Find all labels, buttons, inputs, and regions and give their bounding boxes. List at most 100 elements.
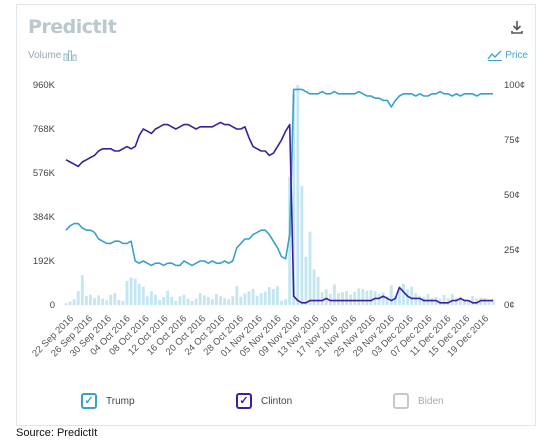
left-axis-tick-label: 192K (33, 256, 56, 267)
volume-bar (231, 296, 235, 305)
series-line-trump (65, 88, 493, 267)
right-axis-tick-label: 75¢ (504, 135, 520, 146)
legend-item-biden[interactable]: Biden (393, 393, 444, 409)
volume-bar (154, 294, 157, 305)
volume-bar (332, 284, 336, 305)
volume-bar (288, 176, 292, 305)
volume-bar (324, 289, 328, 305)
volume-bar (121, 300, 125, 305)
volume-bar (393, 295, 397, 305)
volume-bar (292, 94, 296, 306)
volume-bar (97, 295, 100, 305)
volume-bar (174, 300, 178, 305)
volume-bar (308, 231, 312, 305)
volume-bar (337, 293, 340, 305)
volume-bar (276, 286, 279, 305)
volume-bar (170, 296, 174, 305)
volume-bar (239, 296, 243, 305)
volume-bar (206, 296, 210, 305)
volume-label: Volume (28, 50, 62, 61)
volume-bar (178, 296, 182, 305)
checkbox-icon[interactable]: ✓ (236, 393, 252, 409)
volume-bar (377, 294, 381, 305)
volume-bar (198, 293, 202, 305)
volume-bar (105, 300, 109, 305)
volume-bar (491, 299, 495, 305)
volume-bar (243, 293, 247, 305)
volume-bar (235, 286, 239, 305)
volume-bar (247, 291, 251, 305)
legend: ✓ Trump ✓ Clinton Biden (17, 393, 537, 417)
price-label: Price (505, 50, 528, 61)
checkbox-icon[interactable] (393, 393, 409, 409)
legend-item-clinton[interactable]: ✓ Clinton (236, 393, 292, 409)
volume-bar (381, 292, 385, 305)
volume-bar (402, 283, 405, 305)
volume-bar (149, 291, 153, 305)
source-note: Source: PredictIt (16, 427, 98, 439)
volume-bar (125, 280, 129, 305)
volume-bar (113, 293, 117, 305)
volume-bar (84, 295, 88, 305)
volume-bar (68, 301, 72, 305)
checkbox-icon[interactable]: ✓ (81, 393, 97, 409)
volume-bar (430, 298, 434, 305)
volume-bar (158, 299, 161, 305)
volume-toggle[interactable]: Volume (28, 50, 78, 61)
volume-bar (190, 300, 194, 305)
volume-bar (312, 269, 316, 305)
volume-bar (426, 294, 430, 305)
volume-bar (328, 294, 332, 305)
volume-bar (141, 286, 145, 305)
volume-bar (389, 285, 393, 305)
volume-bar (341, 292, 344, 305)
volume-bar (463, 299, 466, 305)
volume-bar (109, 294, 113, 305)
volume-bar (459, 296, 462, 305)
volume-bar (129, 277, 133, 305)
volume-bar (280, 300, 283, 305)
volume-bar (72, 299, 76, 305)
volume-bar (450, 294, 454, 305)
volume-bar (345, 291, 349, 305)
volume-bar (223, 298, 227, 305)
left-axis-tick-label: 768K (33, 124, 56, 135)
volume-bar (353, 291, 357, 305)
download-icon[interactable] (509, 19, 525, 35)
price-toggle[interactable]: Price (487, 50, 528, 61)
volume-bar (210, 299, 214, 305)
volume-bar (487, 299, 491, 305)
volume-bar (76, 291, 80, 305)
line-chart-icon (487, 50, 503, 61)
volume-bar (357, 288, 361, 305)
volume-bar (117, 299, 121, 305)
legend-item-trump[interactable]: ✓ Trump (81, 393, 135, 409)
volume-bar (304, 256, 308, 305)
volume-bar (186, 298, 190, 305)
right-axis-tick-label: 25¢ (504, 245, 520, 256)
volume-bar (255, 295, 259, 305)
volume-bar (316, 277, 320, 305)
volume-bar (471, 295, 475, 305)
volume-bar (194, 298, 198, 305)
volume-bar (145, 296, 149, 305)
volume-bar (398, 288, 401, 305)
volume-bar (271, 288, 275, 305)
volume-bar (93, 298, 96, 305)
legend-label-biden: Biden (418, 395, 444, 407)
volume-bar (219, 296, 222, 305)
volume-bar (300, 185, 304, 305)
volume-bar (320, 292, 324, 305)
volume-bar (80, 275, 84, 305)
left-axis-tick-label: 576K (33, 168, 56, 179)
volume-bar (137, 283, 141, 305)
volume-bar (438, 298, 442, 305)
volume-bar (215, 294, 218, 305)
volume-bar (410, 286, 414, 305)
volume-bar (166, 290, 170, 305)
volume-bar (133, 278, 137, 305)
volume-bar (284, 299, 288, 305)
volume-bar (64, 303, 68, 305)
bar-chart-icon (63, 50, 77, 61)
